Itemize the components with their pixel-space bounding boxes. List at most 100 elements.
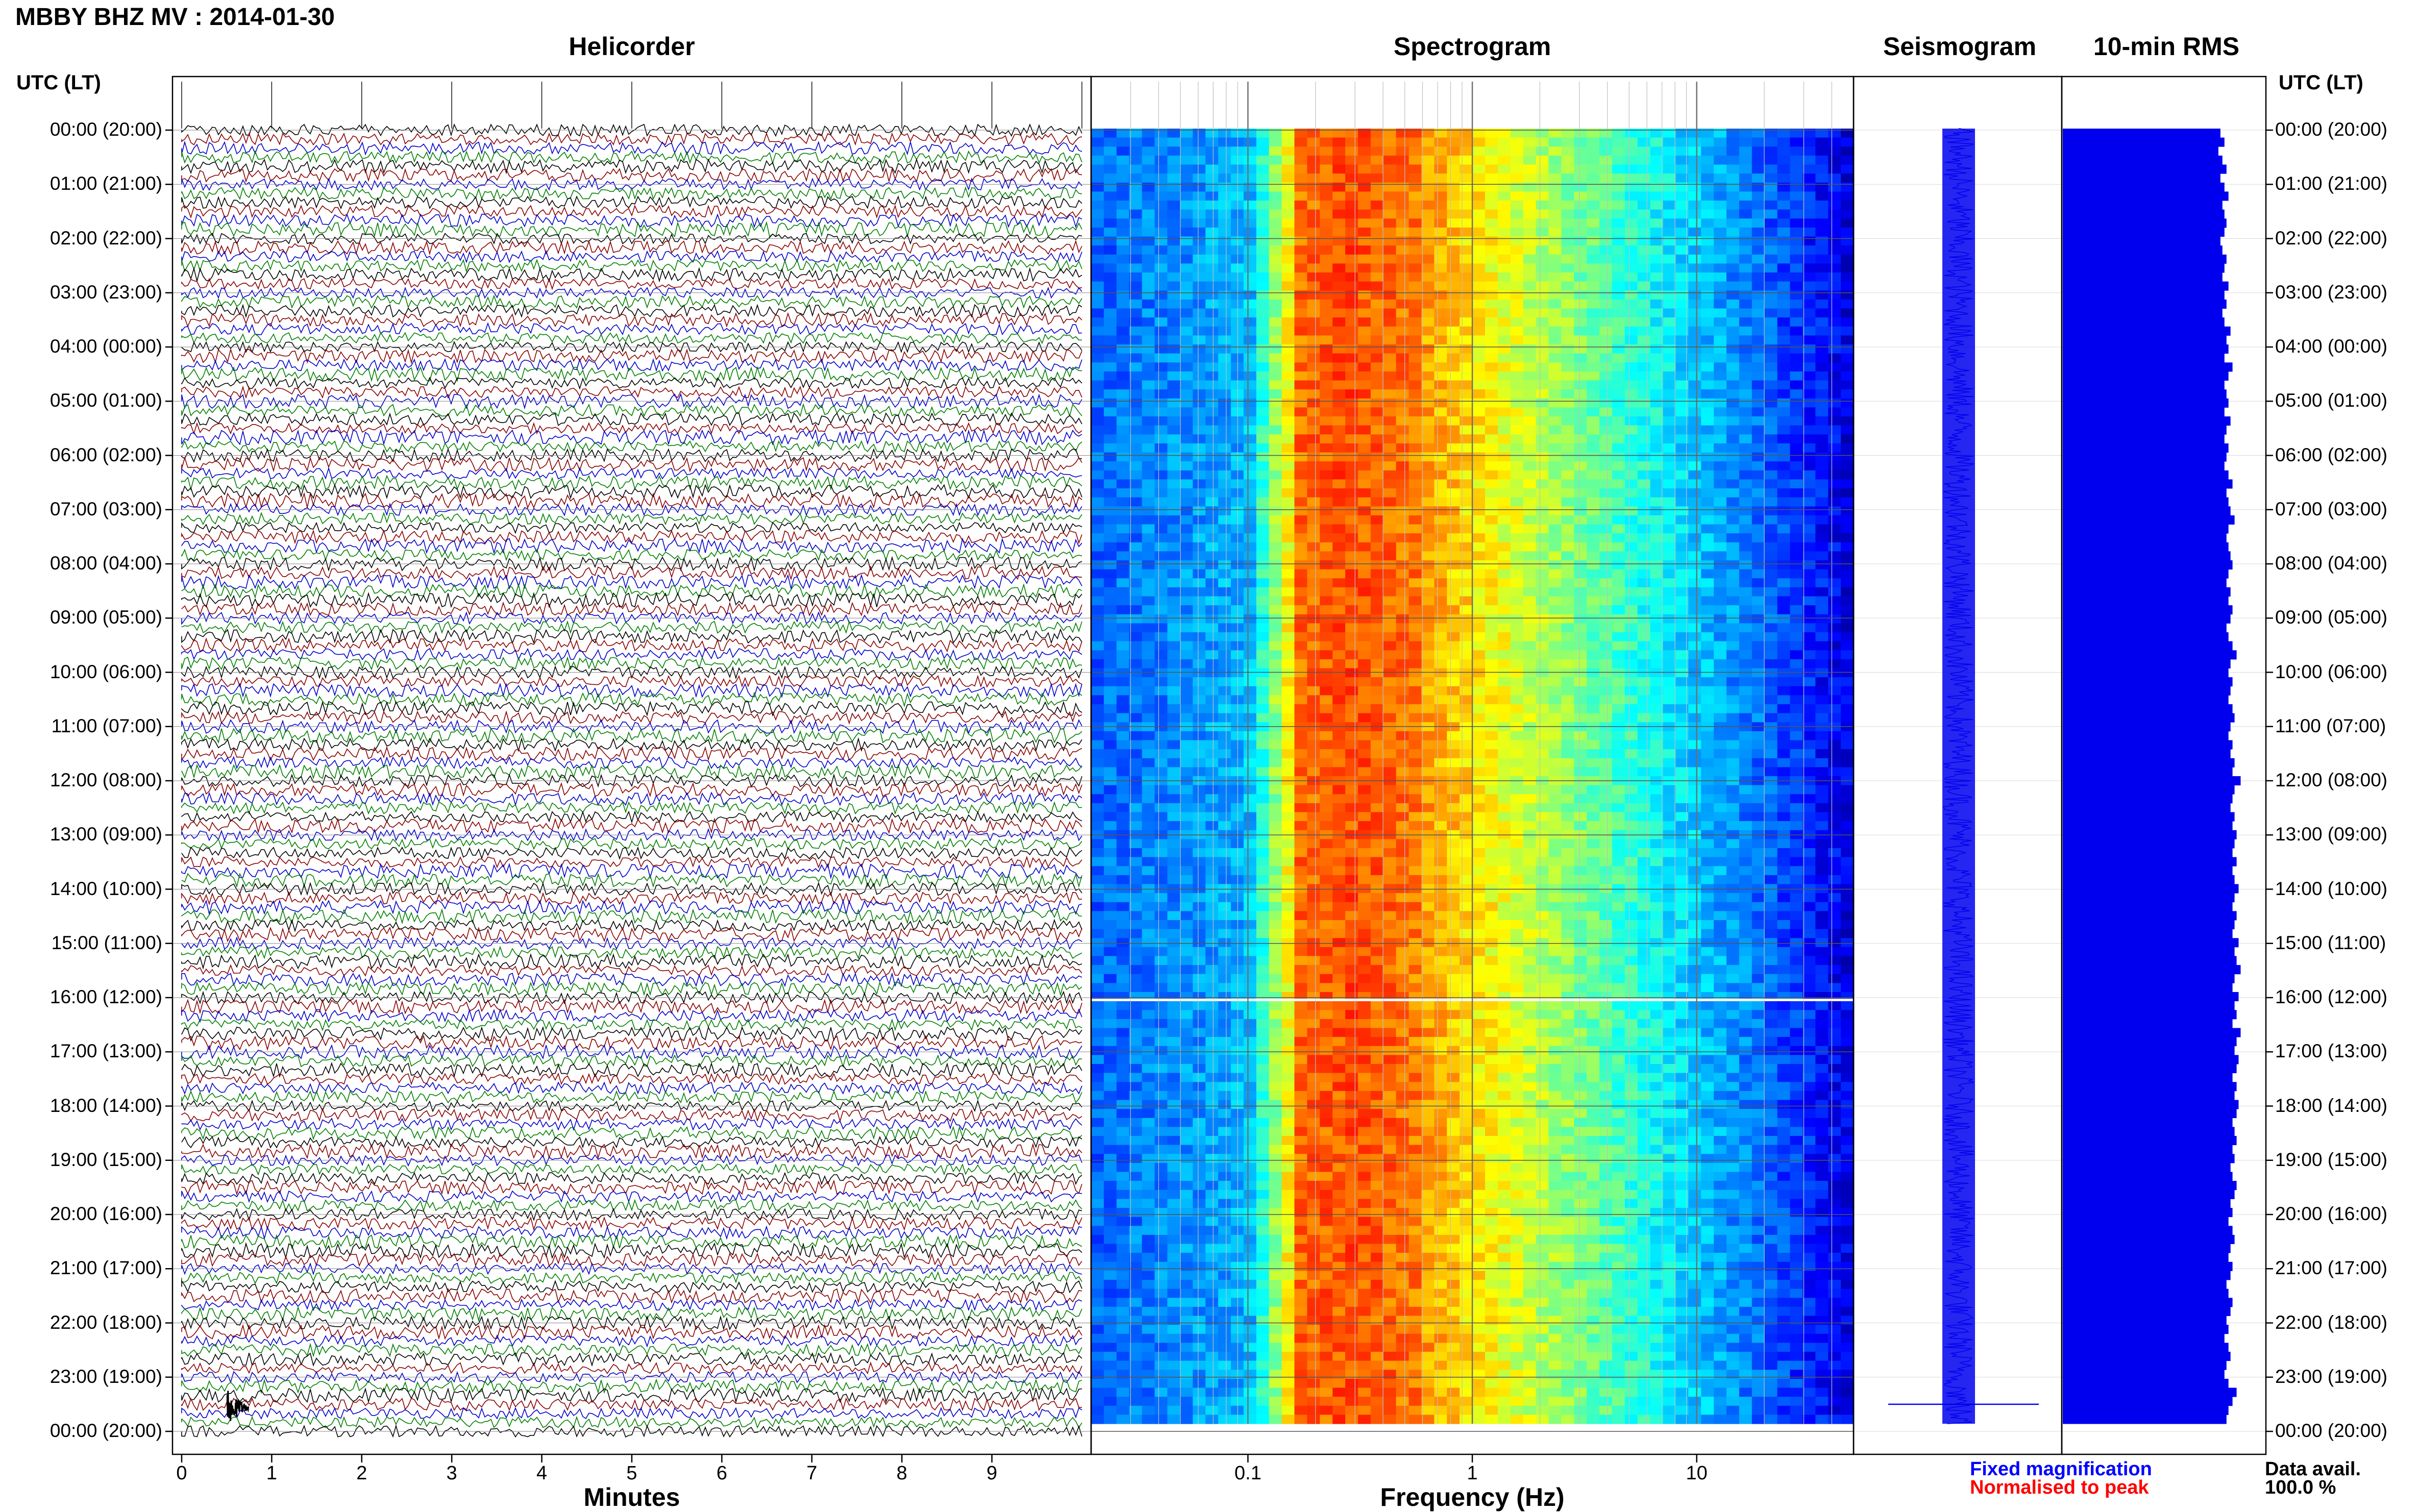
rms-bar bbox=[2063, 182, 2225, 192]
rms-bar bbox=[2063, 1100, 2239, 1109]
rms-bar bbox=[2063, 839, 2235, 849]
rms-bar bbox=[2063, 1127, 2235, 1136]
time-label-left: 19:00 (15:00) bbox=[50, 1149, 162, 1170]
helicorder-trace bbox=[181, 837, 1082, 851]
rms-bar bbox=[2063, 668, 2229, 678]
rms-bar bbox=[2063, 1073, 2233, 1082]
time-label-left: 08:00 (04:00) bbox=[50, 553, 162, 574]
helicorder-trace bbox=[181, 186, 1082, 201]
helicorder-trace bbox=[181, 1424, 1082, 1438]
rms-bar bbox=[2063, 704, 2233, 714]
helicorder-trace bbox=[181, 213, 1082, 229]
rms-bar bbox=[2063, 722, 2231, 732]
minute-tick-label: 7 bbox=[806, 1463, 818, 1484]
helicorder-trace bbox=[181, 1324, 1082, 1340]
rms-bar bbox=[2063, 263, 2225, 273]
rms-bar bbox=[2063, 992, 2239, 1002]
rms-bar bbox=[2063, 947, 2235, 956]
helicorder-trace bbox=[181, 891, 1082, 906]
legend-fixed-magnification: Fixed magnification bbox=[1970, 1458, 2152, 1480]
helicorder-trace bbox=[181, 628, 1082, 645]
time-label-right: 21:00 (17:00) bbox=[2275, 1257, 2388, 1279]
helicorder-trace bbox=[181, 1172, 1082, 1185]
helicorder-trace bbox=[181, 1279, 1082, 1294]
time-label-left: 10:00 (06:00) bbox=[50, 661, 162, 682]
helicorder-trace bbox=[181, 810, 1082, 824]
helicorder-trace bbox=[181, 1334, 1082, 1348]
rms-bar bbox=[2063, 425, 2227, 435]
rms-bar bbox=[2063, 1118, 2233, 1127]
rms-bar bbox=[2063, 1082, 2237, 1092]
helicorder-trace bbox=[181, 448, 1082, 463]
rms-bar bbox=[2063, 641, 2233, 651]
helicorder-trace bbox=[181, 972, 1082, 987]
rms-bar bbox=[2063, 335, 2227, 345]
rms-bar bbox=[2063, 1019, 2233, 1028]
rms-bar bbox=[2063, 632, 2229, 642]
helicorder-trace bbox=[181, 412, 1082, 426]
helicorder-trace bbox=[181, 1298, 1082, 1311]
rms-bar bbox=[2063, 452, 2227, 462]
helicorder-trace bbox=[181, 250, 1082, 264]
rms-bar bbox=[2063, 299, 2227, 309]
rms-bar bbox=[2063, 929, 2233, 938]
rms-bar bbox=[2063, 1189, 2235, 1199]
rms-bar bbox=[2063, 560, 2233, 570]
rms-bar bbox=[2063, 317, 2225, 327]
helicorder-trace bbox=[181, 1371, 1082, 1384]
helicorder-trace bbox=[181, 529, 1082, 544]
rms-bar bbox=[2063, 1244, 2231, 1253]
time-label-left: 20:00 (16:00) bbox=[50, 1203, 162, 1224]
helicorder-trace bbox=[181, 365, 1082, 382]
helicorder-trace bbox=[181, 936, 1082, 951]
helicorder-trace bbox=[181, 1216, 1082, 1231]
helicorder-xlabel: Minutes bbox=[583, 1483, 680, 1511]
time-label-right: 04:00 (00:00) bbox=[2275, 336, 2388, 357]
utc-label-left: UTC (LT) bbox=[16, 71, 101, 94]
utc-label-right: UTC (LT) bbox=[2279, 71, 2363, 94]
rms-bar bbox=[2063, 218, 2227, 228]
helicorder-trace bbox=[181, 1054, 1082, 1068]
helicorder-trace bbox=[181, 746, 1082, 761]
rms-bar bbox=[2063, 416, 2231, 426]
helicorder-trace bbox=[181, 782, 1082, 798]
rms-bar bbox=[2063, 1378, 2229, 1388]
time-label-left: 23:00 (19:00) bbox=[50, 1366, 162, 1387]
helicorder-trace bbox=[181, 710, 1082, 725]
rms-bar bbox=[2063, 848, 2233, 858]
rms-bar bbox=[2063, 245, 2223, 255]
helicorder-trace bbox=[181, 195, 1082, 210]
helicorder-trace bbox=[181, 620, 1082, 634]
minute-tick-label: 0 bbox=[176, 1463, 187, 1484]
rms-bar bbox=[2063, 578, 2227, 588]
rms-bar bbox=[2063, 1352, 2231, 1361]
rms-bar bbox=[2063, 344, 2229, 354]
data-avail-value: 100.0 % bbox=[2265, 1477, 2336, 1498]
rms-bar bbox=[2063, 1405, 2229, 1415]
spectrogram-title: Spectrogram bbox=[1393, 32, 1551, 61]
rms-bar bbox=[2063, 1360, 2227, 1370]
helicorder-trace bbox=[181, 132, 1082, 146]
time-label-right: 07:00 (03:00) bbox=[2275, 498, 2388, 519]
rms-bar bbox=[2063, 1037, 2237, 1047]
rms-bar bbox=[2063, 776, 2241, 786]
minute-tick-label: 1 bbox=[266, 1463, 277, 1484]
helicorder-trace bbox=[181, 855, 1082, 869]
helicorder-trace bbox=[181, 304, 1082, 318]
rms-bar bbox=[2063, 1145, 2233, 1154]
helicorder-trace bbox=[181, 150, 1082, 165]
frequency-tick-label: 1 bbox=[1467, 1463, 1478, 1484]
rms-bar bbox=[2063, 326, 2231, 336]
rms-bar bbox=[2063, 1001, 2235, 1010]
rms-bar bbox=[2063, 1415, 2227, 1424]
time-label-right: 22:00 (18:00) bbox=[2275, 1311, 2388, 1333]
rms-bar bbox=[2063, 434, 2225, 444]
rms-bar bbox=[2063, 794, 2233, 804]
helicorder-trace bbox=[181, 422, 1082, 435]
time-label-left: 02:00 (22:00) bbox=[50, 227, 162, 249]
rms-bar bbox=[2063, 1253, 2229, 1262]
helicorder-trace bbox=[181, 1306, 1082, 1322]
helicorder-trace bbox=[181, 123, 1082, 137]
helicorder-trace bbox=[181, 682, 1082, 699]
